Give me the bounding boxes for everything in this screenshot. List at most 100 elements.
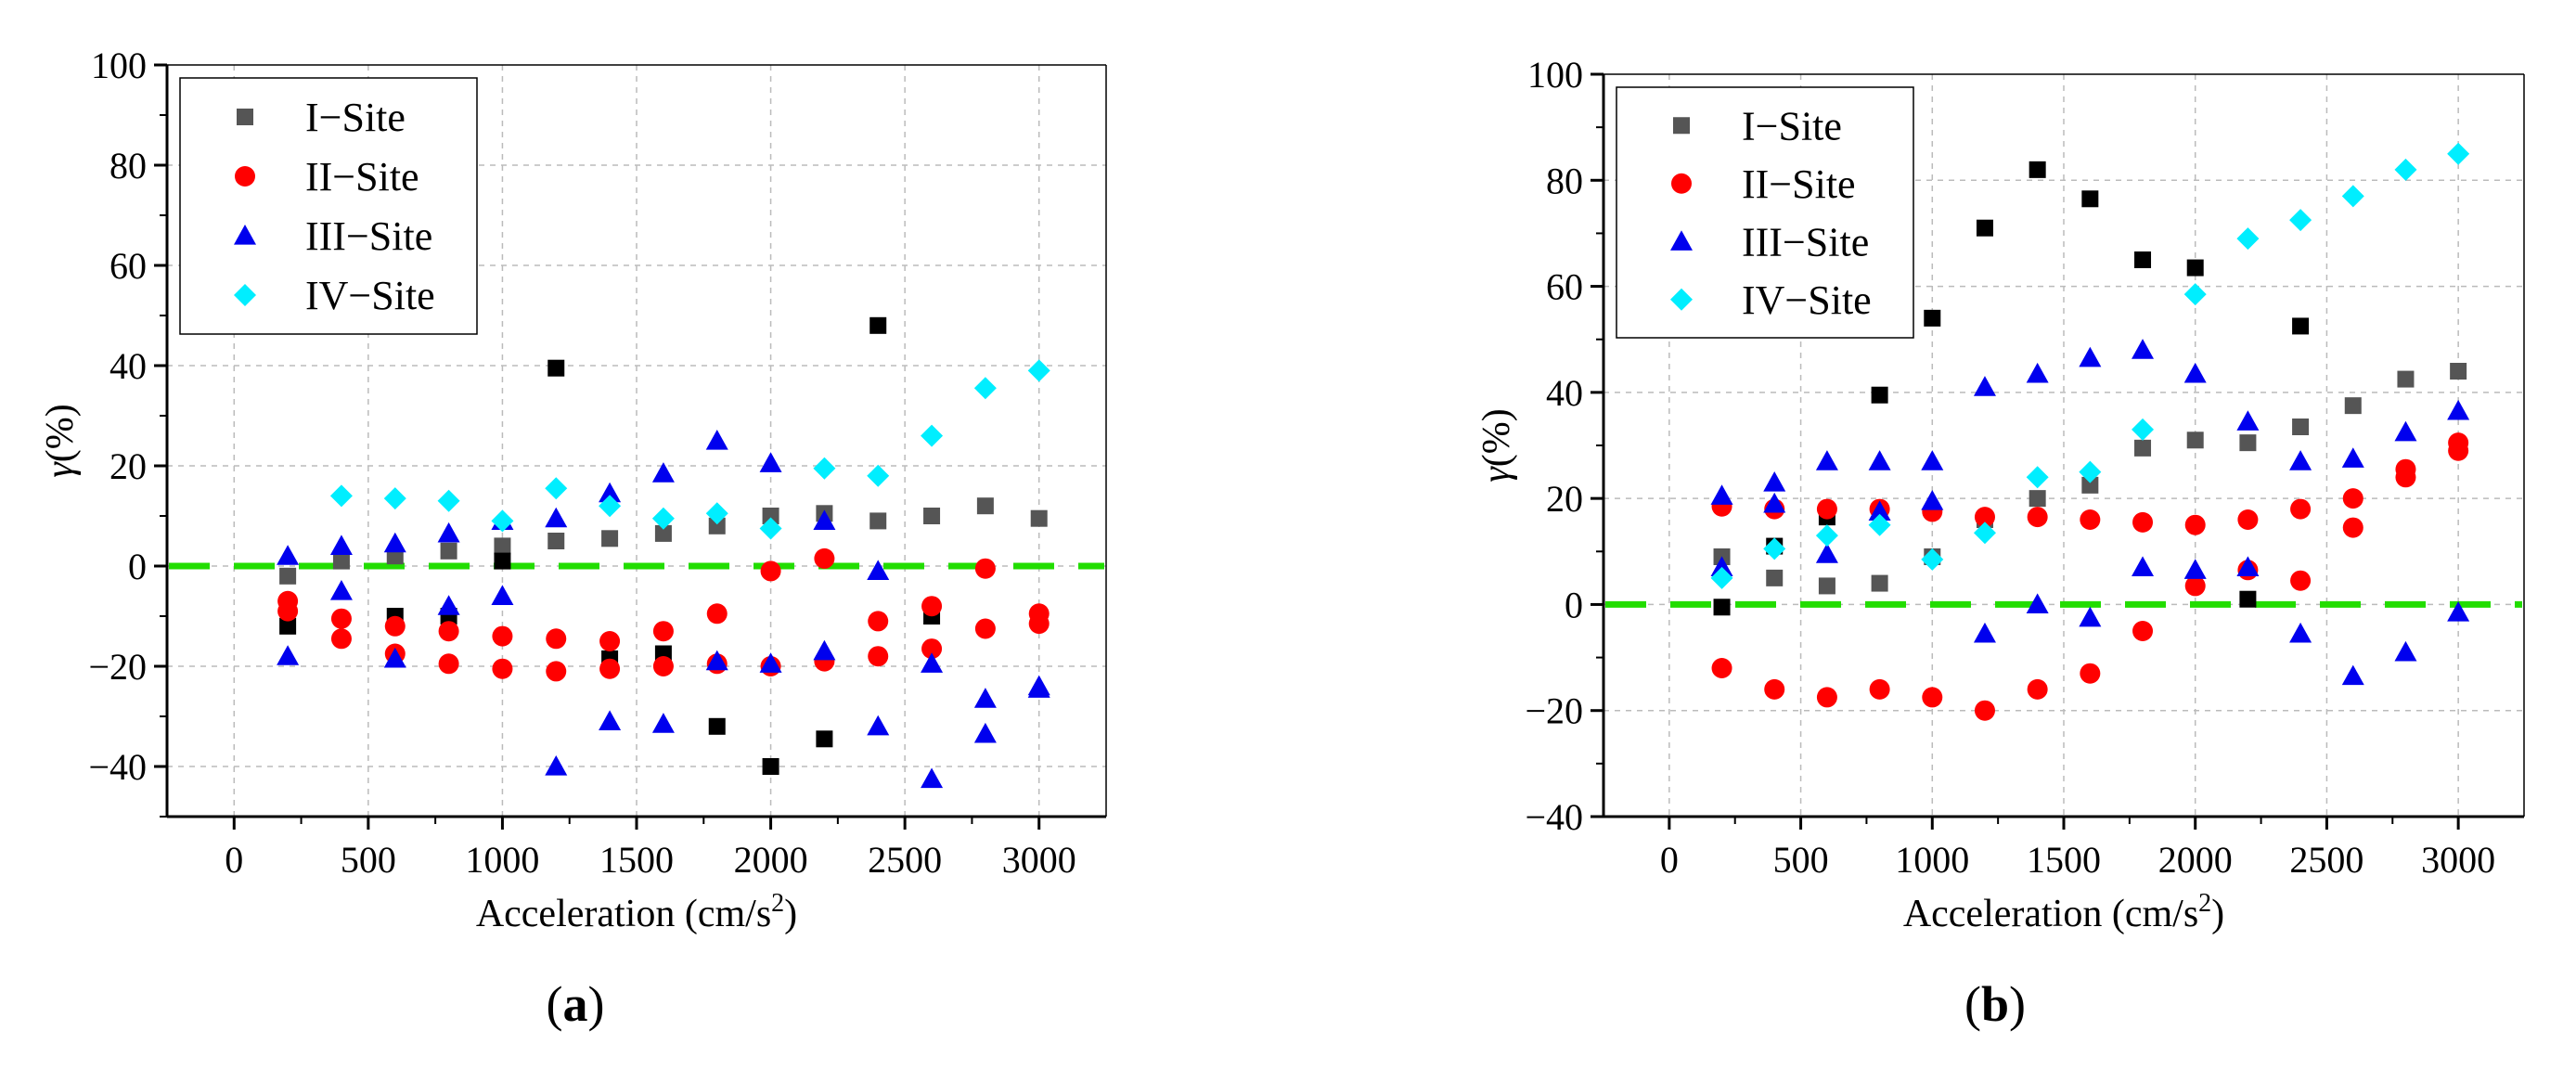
data-point bbox=[1711, 658, 1732, 678]
x-tick-label: 1000 bbox=[1895, 839, 1969, 881]
legend-label: IV−Site bbox=[1742, 277, 1872, 323]
data-point bbox=[2132, 511, 2154, 533]
panel-b: 0 500 1000 1500 2000 2500 3000 −40 −20 0 20 40 60 80 1… bbox=[1475, 54, 2525, 1032]
data-point bbox=[2026, 593, 2049, 614]
legend-box bbox=[179, 77, 478, 335]
data-point bbox=[2236, 556, 2260, 577]
x-tick-label: 1500 bbox=[2027, 839, 2101, 881]
y-tick-label: 80 bbox=[109, 145, 147, 187]
data-point bbox=[813, 509, 836, 530]
data-point bbox=[547, 533, 565, 549]
data-point bbox=[494, 537, 511, 555]
x-tick-label: 500 bbox=[1773, 839, 1829, 881]
legend-label: III−Site bbox=[305, 213, 432, 259]
x-tick-label: 2000 bbox=[734, 839, 808, 881]
data-point bbox=[2236, 410, 2260, 431]
data-point bbox=[2132, 621, 2154, 641]
data-point bbox=[814, 547, 835, 569]
data-point bbox=[652, 621, 674, 642]
data-point bbox=[1921, 547, 1944, 571]
data-point bbox=[279, 617, 297, 635]
data-point bbox=[869, 512, 887, 530]
data-point bbox=[759, 652, 782, 673]
legend-label: IV−Site bbox=[305, 273, 435, 318]
data-point bbox=[652, 656, 674, 676]
data-point bbox=[867, 464, 890, 487]
legend: I−Site II−Site III−Site IV−Site bbox=[1616, 86, 1914, 339]
data-point bbox=[494, 552, 511, 570]
data-point bbox=[1710, 556, 1733, 577]
x-tick-label: 2500 bbox=[2289, 839, 2363, 881]
data-point bbox=[277, 645, 300, 665]
x-tick-label: 1000 bbox=[465, 839, 539, 881]
data-point bbox=[2029, 161, 2046, 178]
data-point bbox=[1922, 687, 1943, 708]
data-point bbox=[1027, 359, 1050, 382]
data-point bbox=[921, 424, 944, 447]
data-point bbox=[545, 507, 568, 528]
data-point bbox=[2029, 490, 2046, 508]
data-point bbox=[1973, 622, 1996, 643]
data-point bbox=[1868, 513, 1891, 536]
data-point bbox=[1868, 450, 1891, 470]
data-point bbox=[383, 647, 406, 668]
data-point bbox=[599, 495, 622, 518]
data-point bbox=[2447, 601, 2470, 622]
data-point bbox=[1871, 574, 1888, 592]
data-point bbox=[437, 489, 460, 512]
x-axis-title: Acceleration (cm/s2) bbox=[1903, 889, 2224, 935]
data-point bbox=[2026, 362, 2049, 383]
panel-label: (a) bbox=[547, 976, 605, 1032]
y-tick-label: −40 bbox=[88, 746, 147, 788]
data-point bbox=[438, 621, 459, 642]
data-point bbox=[2237, 509, 2259, 530]
data-point bbox=[1974, 507, 1995, 528]
x-tick-label: 500 bbox=[341, 839, 396, 881]
legend-marker bbox=[1670, 230, 1693, 251]
legend-marker bbox=[234, 284, 256, 306]
data-point bbox=[651, 507, 675, 530]
data-point bbox=[279, 567, 297, 585]
data-point bbox=[2184, 575, 2206, 597]
legend-marker bbox=[1673, 117, 1690, 135]
data-point bbox=[330, 628, 352, 650]
data-point bbox=[437, 595, 460, 615]
data-point bbox=[2289, 209, 2312, 232]
y-tick-label: 0 bbox=[1565, 584, 1583, 625]
data-point bbox=[705, 650, 728, 671]
y-tick-label: 60 bbox=[109, 245, 147, 287]
data-point bbox=[976, 497, 994, 515]
data-point bbox=[654, 524, 672, 542]
data-point bbox=[2183, 283, 2207, 306]
data-point bbox=[546, 661, 567, 682]
data-point bbox=[868, 611, 889, 632]
y-tick-label: 0 bbox=[128, 546, 147, 587]
data-point bbox=[2079, 606, 2102, 627]
data-point bbox=[2450, 363, 2467, 380]
data-point bbox=[651, 462, 675, 483]
data-point bbox=[2239, 434, 2257, 452]
legend-marker bbox=[235, 166, 255, 187]
data-point bbox=[1763, 492, 1786, 513]
data-point bbox=[2080, 663, 2101, 684]
data-point bbox=[1710, 484, 1733, 505]
data-point bbox=[2027, 507, 2048, 528]
data-point bbox=[438, 653, 459, 675]
data-point bbox=[923, 508, 941, 524]
data-point bbox=[1766, 569, 1784, 586]
panel-a: 0 500 1000 1500 2000 2500 3000 −40 −20 0 20 40 60 80 1… bbox=[39, 45, 1107, 1032]
data-point bbox=[706, 603, 728, 625]
data-point bbox=[599, 482, 622, 503]
data-point bbox=[1976, 219, 1993, 237]
legend-label: I−Site bbox=[1742, 103, 1842, 148]
legend-label: II−Site bbox=[305, 154, 419, 200]
x-tick-label: 3000 bbox=[2421, 839, 2495, 881]
data-point bbox=[974, 618, 996, 639]
data-point bbox=[651, 713, 675, 733]
data-point bbox=[2134, 251, 2152, 268]
data-point bbox=[1763, 537, 1786, 560]
legend-label: I−Site bbox=[305, 95, 406, 140]
data-point bbox=[2079, 346, 2102, 367]
data-point bbox=[2239, 590, 2257, 608]
